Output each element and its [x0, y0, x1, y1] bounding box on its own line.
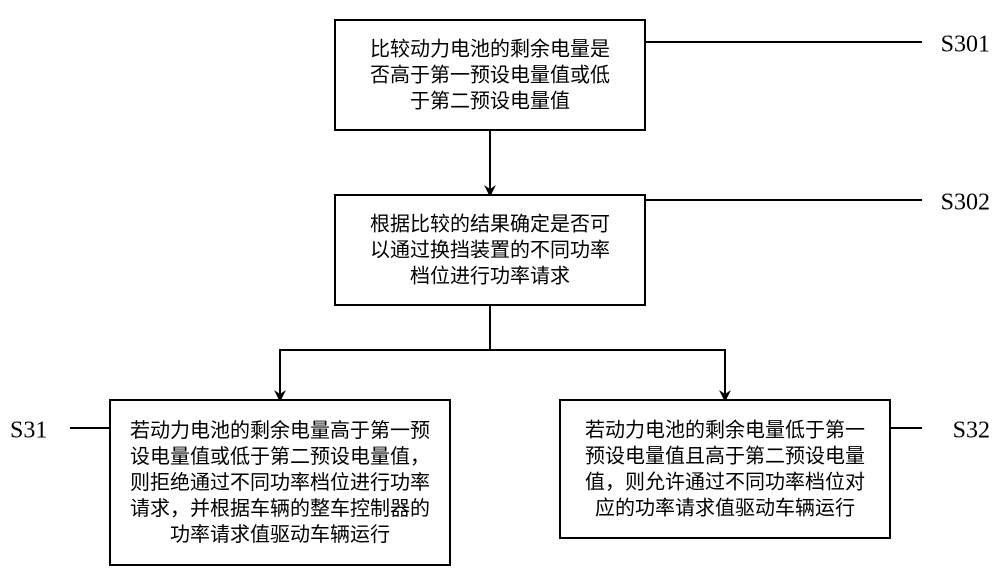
step-label: S301	[941, 32, 990, 58]
node-text-line: 值，则允许通过不同功率档位对	[585, 471, 865, 494]
node-text-line: 预设电量值且高于第二预设电量	[585, 445, 865, 468]
node-text-line: 设电量值或低于第二预设电量值，	[130, 445, 430, 468]
node-text-line: 请求，并根据车辆的整车控制器的	[130, 497, 430, 520]
node-text-line: 于第二预设电量值	[410, 90, 570, 113]
flow-edge	[280, 305, 490, 400]
node-text-line: 若动力电池的剩余电量低于第一	[585, 419, 865, 442]
step-label: S32	[953, 418, 990, 444]
flow-edge	[490, 305, 725, 400]
node-text-line: 功率请求值驱动车辆运行	[170, 523, 390, 546]
node-text-line: 应的功率请求值驱动车辆运行	[595, 497, 855, 520]
node-text-line: 则拒绝通过不同功率档位进行功率	[130, 471, 430, 494]
step-label: S302	[941, 190, 990, 216]
flow-node-s32: 若动力电池的剩余电量低于第一预设电量值且高于第二预设电量值，则允许通过不同功率档…	[560, 400, 890, 538]
flow-node-s302: 根据比较的结果确定是否可以通过换挡装置的不同功率档位进行功率请求	[335, 195, 645, 305]
node-text-line: 档位进行功率请求	[410, 265, 570, 288]
node-text-line: 否高于第一预设电量值或低	[370, 64, 610, 87]
step-label: S31	[10, 418, 47, 444]
node-text-line: 以通过换挡装置的不同功率	[370, 239, 610, 262]
flow-node-s301: 比较动力电池的剩余电量是否高于第一预设电量值或低于第二预设电量值	[335, 20, 645, 130]
node-text-line: 比较动力电池的剩余电量是	[370, 38, 610, 61]
node-text-line: 若动力电池的剩余电量高于第一预	[130, 419, 430, 442]
node-text-line: 根据比较的结果确定是否可	[370, 213, 610, 236]
flow-node-s31: 若动力电池的剩余电量高于第一预设电量值或低于第二预设电量值， 则拒绝通过不同功率档…	[110, 400, 450, 565]
